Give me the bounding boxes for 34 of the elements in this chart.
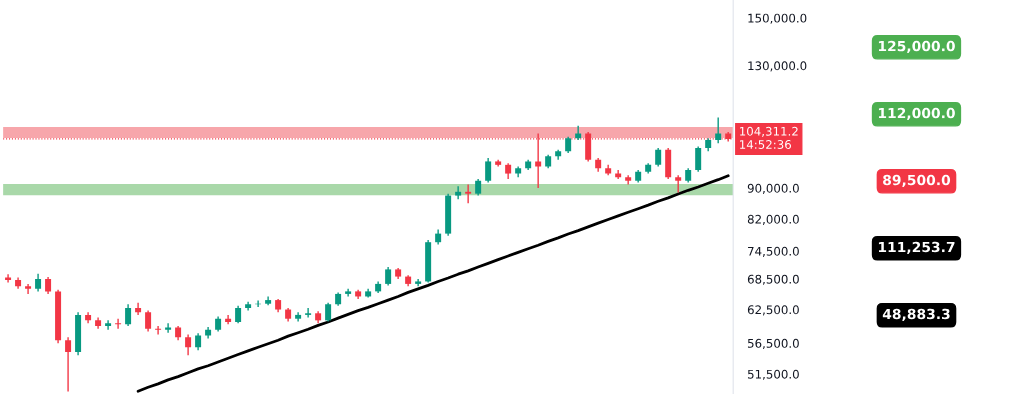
text: 112,000.0 [878,107,955,121]
text: 89,500.0 [883,174,951,188]
y-tick-label: 62,500.0 [747,305,799,316]
y-tick-label: 68,500.0 [747,274,799,285]
candlestick [25,283,32,295]
candlestick [325,301,332,323]
y-tick-label: 150,000.0 [748,13,807,24]
candlestick [675,174,682,194]
y-tick-label: 56,500.0 [747,338,799,350]
candlestick [385,266,392,287]
text: 125,000.0 [878,40,955,54]
y-tick-label: 130,000.0 [748,61,807,72]
text: 111,253.7 [878,241,955,255]
y-tick-label: 74,500.0 [748,246,799,257]
candlestick [695,145,702,173]
y-tick-label: 51,500.0 [747,369,799,380]
candlestick [125,303,132,327]
candlestick [715,116,722,144]
candlestick [135,301,142,316]
candlestick [225,314,232,325]
candlestick [145,309,152,333]
candlestick [485,157,492,184]
candlestick [305,307,312,319]
candlestick [185,333,192,356]
candlestick [65,336,72,393]
line-series [136,174,730,393]
candlestick [455,185,462,201]
candlestick [655,147,662,168]
text: 48,883.3 [882,308,950,322]
y-tick-label: 82,000.0 [747,214,799,225]
y-tick-label: 90,000.0 [747,183,799,194]
candlestick [465,183,472,204]
candlestick [105,319,112,331]
ref-line-label: 104,311.2 14:52:36 [740,126,798,149]
